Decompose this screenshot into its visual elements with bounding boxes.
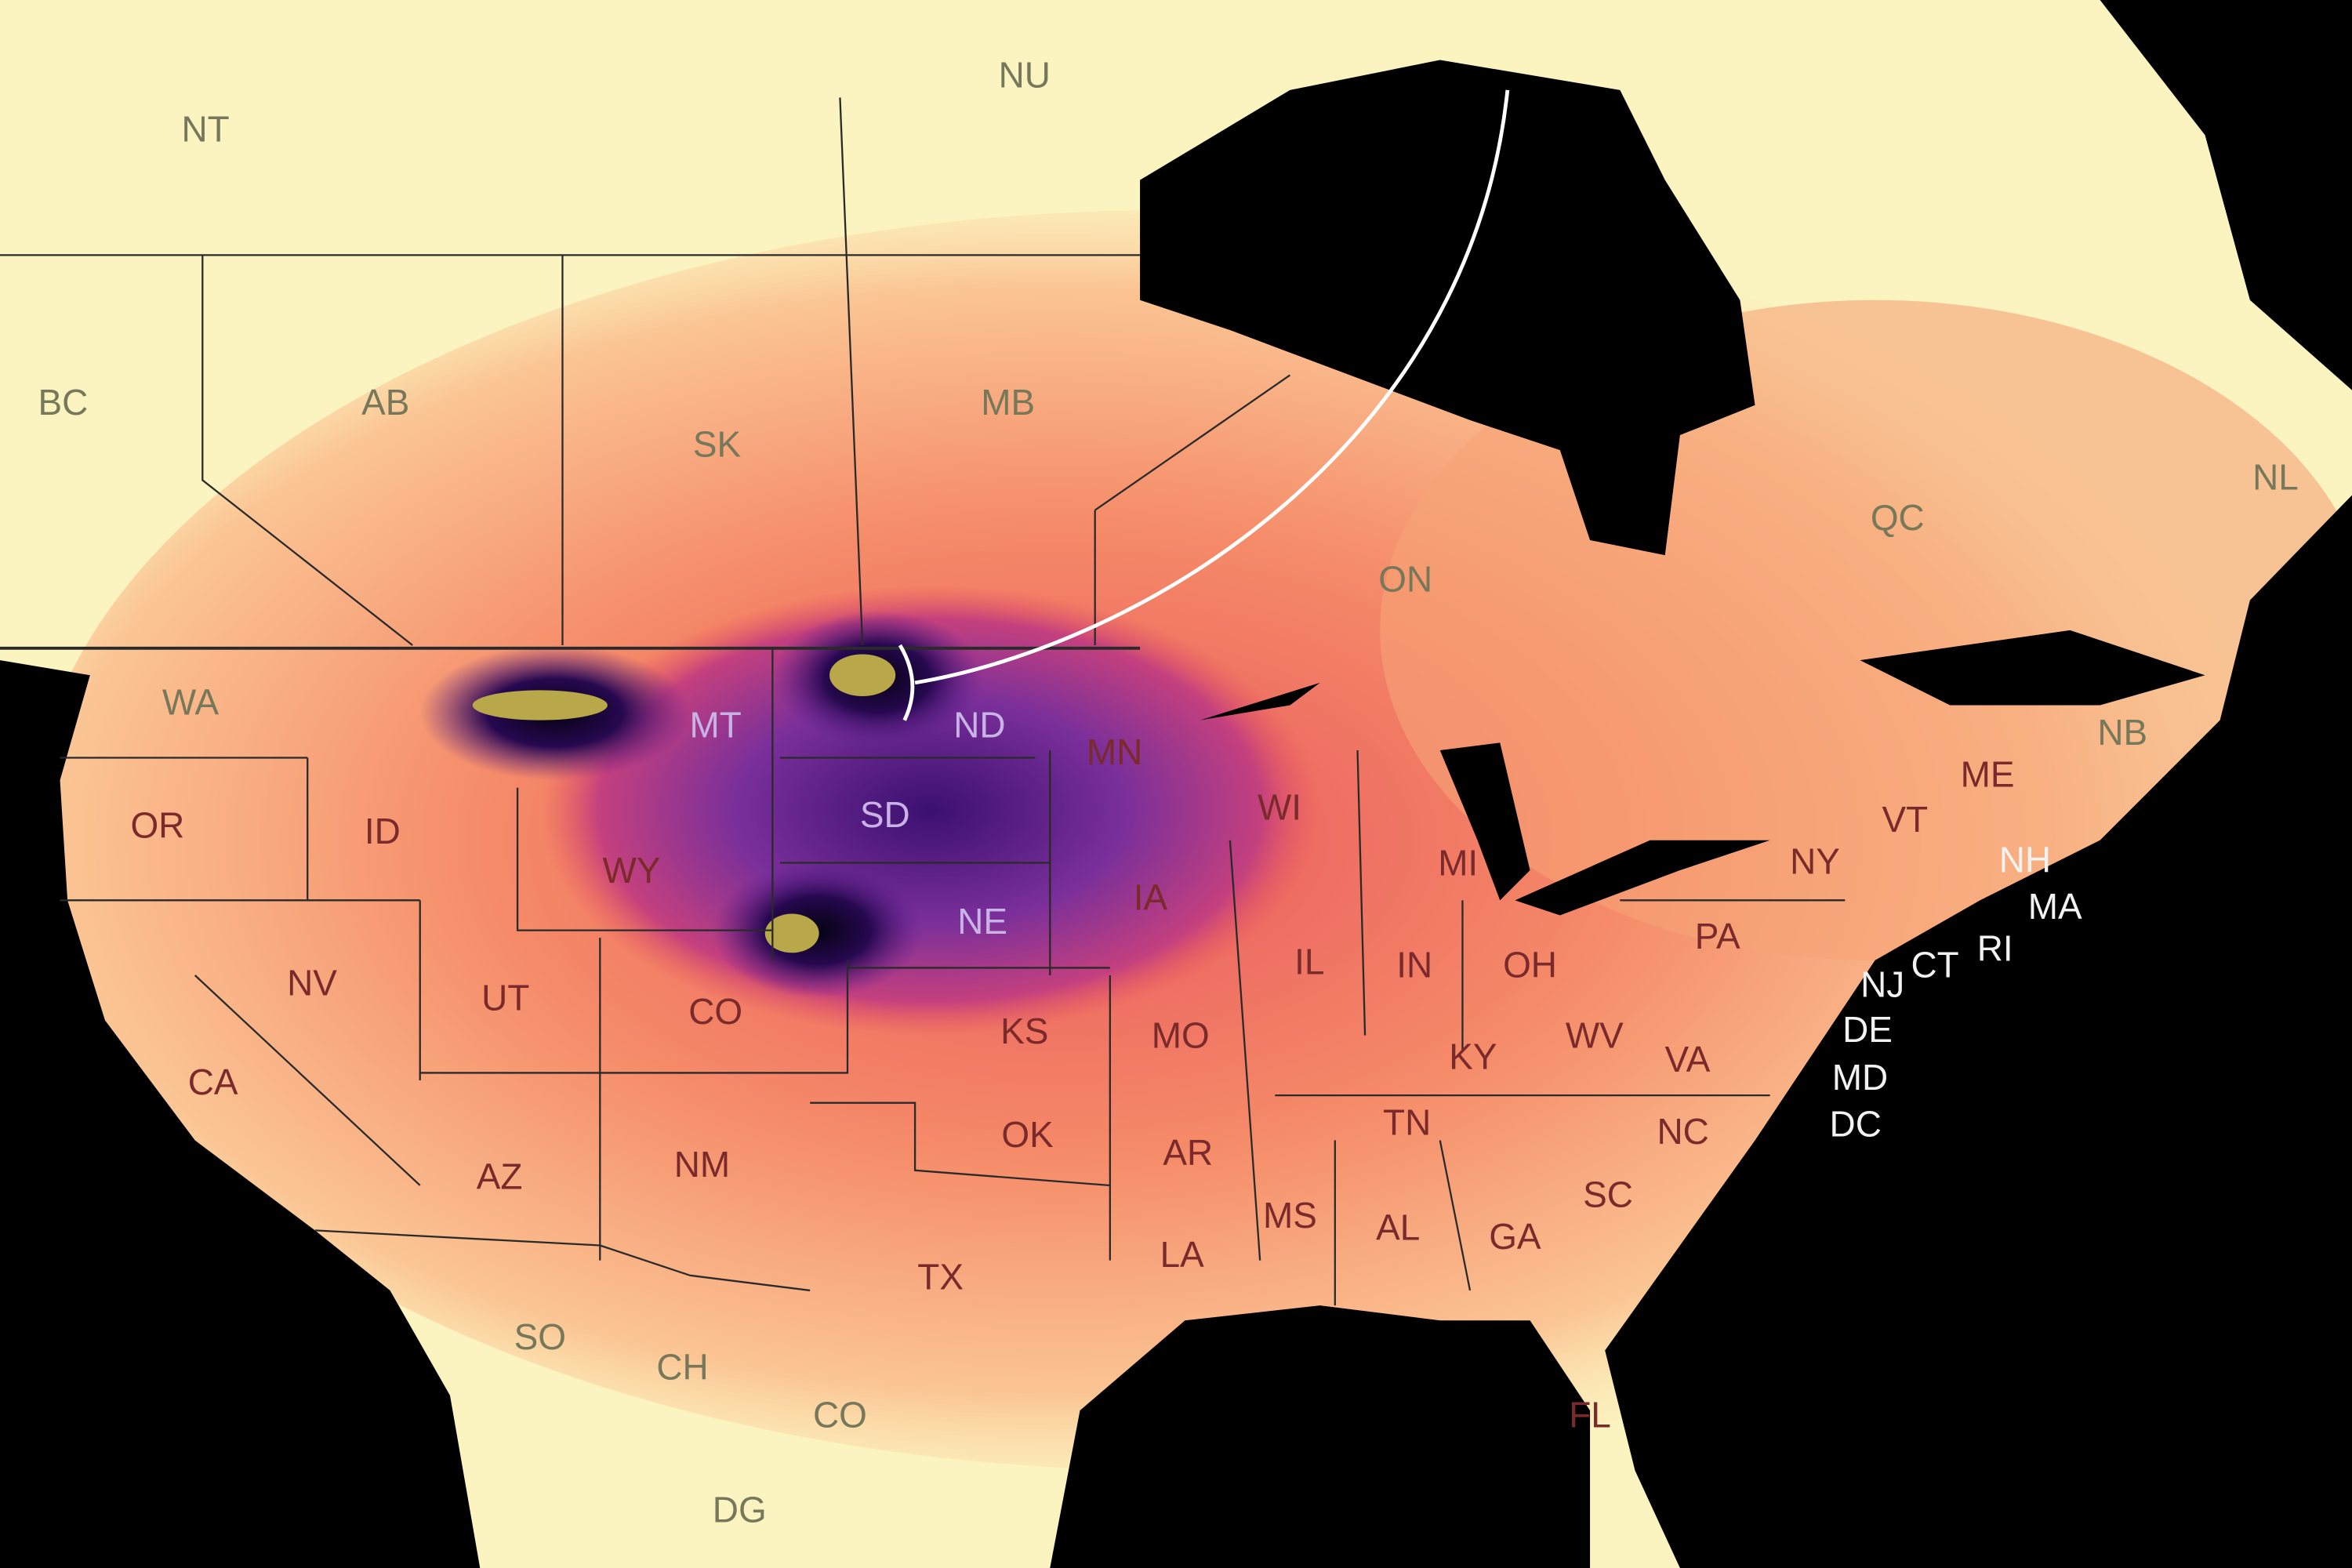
region-label: QC [1871,497,1925,538]
region-label: NE [957,901,1007,942]
region-label: DC [1830,1103,1882,1144]
region-label: NU [999,55,1051,96]
region-label: SO [514,1316,566,1357]
region-label: AZ [477,1156,523,1196]
region-label: CO [688,991,742,1032]
region-label: OR [130,805,184,846]
hudson-bay [1140,60,1755,556]
region-label: MB [981,382,1035,423]
region-label: OK [1001,1114,1054,1155]
region-label: VA [1665,1039,1711,1080]
atlantic [1605,495,2352,1568]
region-label: BC [38,382,88,423]
region-label: AB [361,382,409,423]
fire-perimeter [829,654,896,697]
region-label: PA [1695,916,1740,956]
region-label: ND [953,704,1005,745]
region-label: MS [1263,1195,1317,1236]
region-label: NY [1790,841,1840,882]
region-label: GA [1489,1216,1541,1257]
region-label: NB [2097,712,2147,753]
region-label: MN [1087,731,1142,772]
region-label: IN [1396,945,1432,985]
region-label: MD [1832,1057,1888,1098]
arctic-east [2100,0,2352,390]
region-label: NH [1999,840,2051,880]
labels: NT NU BC AB SK MB ON QC NL NB WA MT ND MN OR ID WY SD WI MI… [38,55,2298,1530]
region-label: FL [1569,1395,1611,1436]
region-label: AR [1163,1132,1213,1173]
region-label: KY [1449,1036,1497,1076]
region-label: OH [1503,945,1557,985]
pacific [0,660,481,1568]
region-label: NT [182,109,230,150]
region-label: IL [1294,942,1324,982]
fire-perimeters [472,654,896,953]
region-label: DE [1842,1009,1893,1050]
region-label: ID [365,811,401,851]
region-label: MA [2028,886,2082,927]
fire-perimeter [764,913,819,953]
region-label: DG [713,1489,767,1530]
region-label: WV [1566,1015,1624,1056]
region-label: SC [1583,1174,1633,1214]
region-label: MT [689,704,741,745]
region-label: TN [1383,1102,1431,1143]
region-label: TX [917,1257,964,1298]
trajectory [914,89,1510,685]
region-label: NC [1657,1111,1709,1152]
trajectory-end [898,644,915,721]
region-label: WI [1258,787,1301,828]
region-label: CO [813,1395,867,1436]
st-lawrence [1860,630,2205,706]
fire-perimeter [472,690,608,720]
region-label: MO [1152,1015,1210,1056]
region-label: UT [481,978,529,1018]
region-label: CA [188,1062,238,1102]
region-label: NJ [1860,964,1904,1004]
region-label: MI [1438,842,1478,883]
region-label: NL [2252,457,2299,498]
region-label: NM [674,1144,730,1185]
borders [0,97,1846,1306]
region-label: WA [162,682,220,723]
great-lakes [1200,682,1770,916]
border [60,648,1846,1306]
gulf [1050,1305,1591,1568]
border [201,97,1291,646]
region-label: CT [1911,945,1959,985]
region-label: SD [860,794,910,835]
region-label: VT [1882,799,1929,840]
region-label: SK [693,423,742,464]
region-label: ON [1378,559,1432,600]
region-label: AL [1376,1207,1420,1247]
region-label: KS [1000,1011,1048,1051]
region-label: RI [1977,928,2013,969]
region-label: WY [603,850,661,891]
region-label: NV [287,963,337,1004]
region-label: ME [1961,754,2015,795]
region-label: LA [1160,1234,1205,1275]
region-label: CH [656,1346,708,1387]
region-label: IA [1134,877,1168,917]
